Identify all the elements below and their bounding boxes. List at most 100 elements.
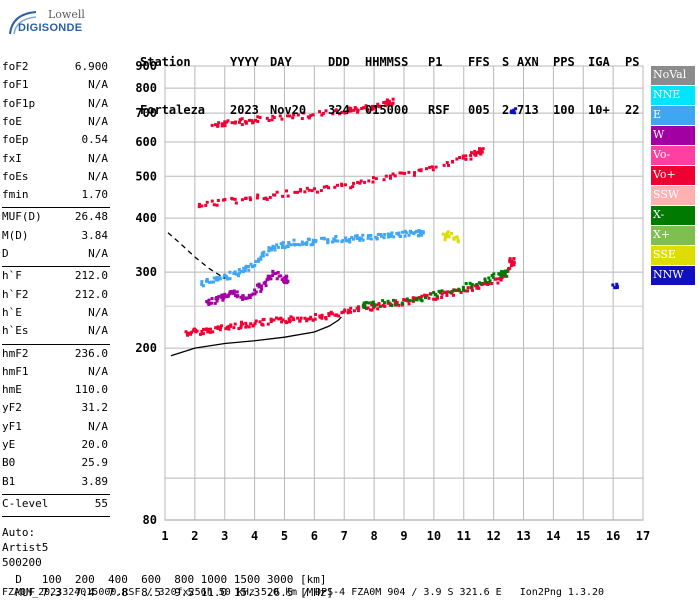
data-point-vo xyxy=(442,163,446,167)
param-value: 3.84 xyxy=(81,228,109,242)
header-value-8: 713 xyxy=(517,103,539,117)
data-point-vo xyxy=(269,319,273,323)
data-point-vo xyxy=(251,120,255,124)
data-point-x xyxy=(390,304,394,308)
footer-d-label: D xyxy=(15,573,22,586)
data-point-vo xyxy=(260,323,264,327)
data-point-e xyxy=(200,280,204,284)
data-point-w xyxy=(215,295,219,299)
data-point-vo xyxy=(382,178,386,182)
data-point-vo xyxy=(318,110,322,114)
data-point-vo xyxy=(496,281,500,285)
auto-line1: Auto: xyxy=(2,526,36,540)
data-point-sse xyxy=(454,235,458,239)
data-point-vo xyxy=(461,154,465,158)
data-point-w xyxy=(271,270,275,274)
data-point-vo xyxy=(368,308,372,312)
data-point-e xyxy=(261,254,265,258)
param-foF1: foF1 N/A xyxy=(2,78,110,96)
param-name: foE xyxy=(2,114,22,128)
data-point-vo xyxy=(227,327,231,331)
data-point-e xyxy=(376,232,380,236)
data-point-vo xyxy=(349,306,353,310)
data-point-vo xyxy=(364,104,368,108)
data-point-vo xyxy=(512,257,516,261)
data-point-x xyxy=(505,274,509,278)
data-point-vo xyxy=(199,332,203,336)
data-point-vo xyxy=(458,156,462,160)
data-point-vo xyxy=(397,303,401,307)
footer-file-info: FZA0M_2023324015000.RSF / 320fx256h 50 k… xyxy=(2,587,605,598)
y-tick-label: 200 xyxy=(135,341,157,355)
data-point-vo xyxy=(310,189,314,193)
data-point-e xyxy=(311,238,315,242)
data-point-vo xyxy=(413,171,417,175)
data-point-vo xyxy=(197,205,201,209)
data-point-vo xyxy=(311,113,315,117)
header-label-6: FFS xyxy=(468,55,490,69)
data-point-vo xyxy=(395,300,399,304)
data-point-x xyxy=(487,276,491,280)
param-MUFD: MUF(D) 26.48 xyxy=(2,210,110,228)
data-point-vo xyxy=(478,151,482,155)
data-point-vo xyxy=(305,186,309,190)
data-point-vo xyxy=(216,325,220,329)
data-point-vo xyxy=(447,163,451,167)
y-tick-label: 400 xyxy=(135,211,157,225)
data-point-w xyxy=(260,287,264,291)
data-point-x xyxy=(429,292,433,296)
data-point-x xyxy=(490,274,494,278)
data-point-e xyxy=(392,235,396,239)
data-point-vo xyxy=(318,314,322,318)
param-yF1: yF1 N/A xyxy=(2,420,110,438)
data-point-vo xyxy=(363,180,367,184)
data-point-vo xyxy=(446,290,450,294)
param-foE: foE N/A xyxy=(2,115,110,133)
data-point-e xyxy=(300,240,304,244)
data-point-vo xyxy=(267,119,271,123)
data-point-vo xyxy=(510,262,514,266)
data-point-e xyxy=(361,238,365,242)
data-point-e xyxy=(358,238,362,242)
data-point-vo xyxy=(389,102,393,106)
data-point-vo xyxy=(239,326,243,330)
data-point-x xyxy=(415,296,419,300)
data-point-vo xyxy=(431,168,435,172)
data-point-vo xyxy=(231,197,235,201)
param-value: N/A xyxy=(88,364,108,378)
data-point-e xyxy=(369,237,373,241)
x-tick-label: 3 xyxy=(221,529,228,543)
data-point-vo xyxy=(309,113,313,117)
data-point-vo xyxy=(466,289,470,293)
data-point-x xyxy=(382,301,386,305)
header-value-5: RSF xyxy=(428,103,450,117)
data-point-w xyxy=(233,294,237,298)
data-point-w xyxy=(279,274,283,278)
data-point-vo xyxy=(215,203,219,207)
data-point-vo xyxy=(291,316,295,320)
data-point-vo xyxy=(273,193,277,197)
data-point-vo xyxy=(371,176,375,180)
param-foEs: foEs N/A xyxy=(2,170,110,188)
data-point-vo xyxy=(256,115,260,119)
data-point-vo xyxy=(254,319,258,323)
data-point-nnw xyxy=(510,109,514,113)
header-labels-row: Station YYYY DAY DDD HHMMSS P1 FFS S AXN PPS IGA PS xyxy=(140,54,639,70)
data-point-vo xyxy=(427,296,431,300)
data-point-vo xyxy=(184,330,188,334)
data-point-vo xyxy=(371,180,375,184)
header-values-row: Fortaleza 2023 Nov20 324 015000 RSF 005 2 713 100… xyxy=(140,102,639,118)
data-point-vo xyxy=(425,167,429,171)
data-point-e xyxy=(201,284,205,288)
data-point-vo xyxy=(481,147,485,151)
legend-item-vo: Vo- xyxy=(651,146,695,166)
data-point-vo xyxy=(234,201,238,205)
header-label-2: DAY xyxy=(270,55,292,69)
data-point-vo xyxy=(296,190,300,194)
data-point-vo xyxy=(464,157,468,161)
data-point-e xyxy=(353,234,357,238)
data-point-e xyxy=(225,276,229,280)
data-point-vo xyxy=(204,203,208,207)
data-point-e xyxy=(273,245,277,249)
data-point-vo xyxy=(367,179,371,183)
